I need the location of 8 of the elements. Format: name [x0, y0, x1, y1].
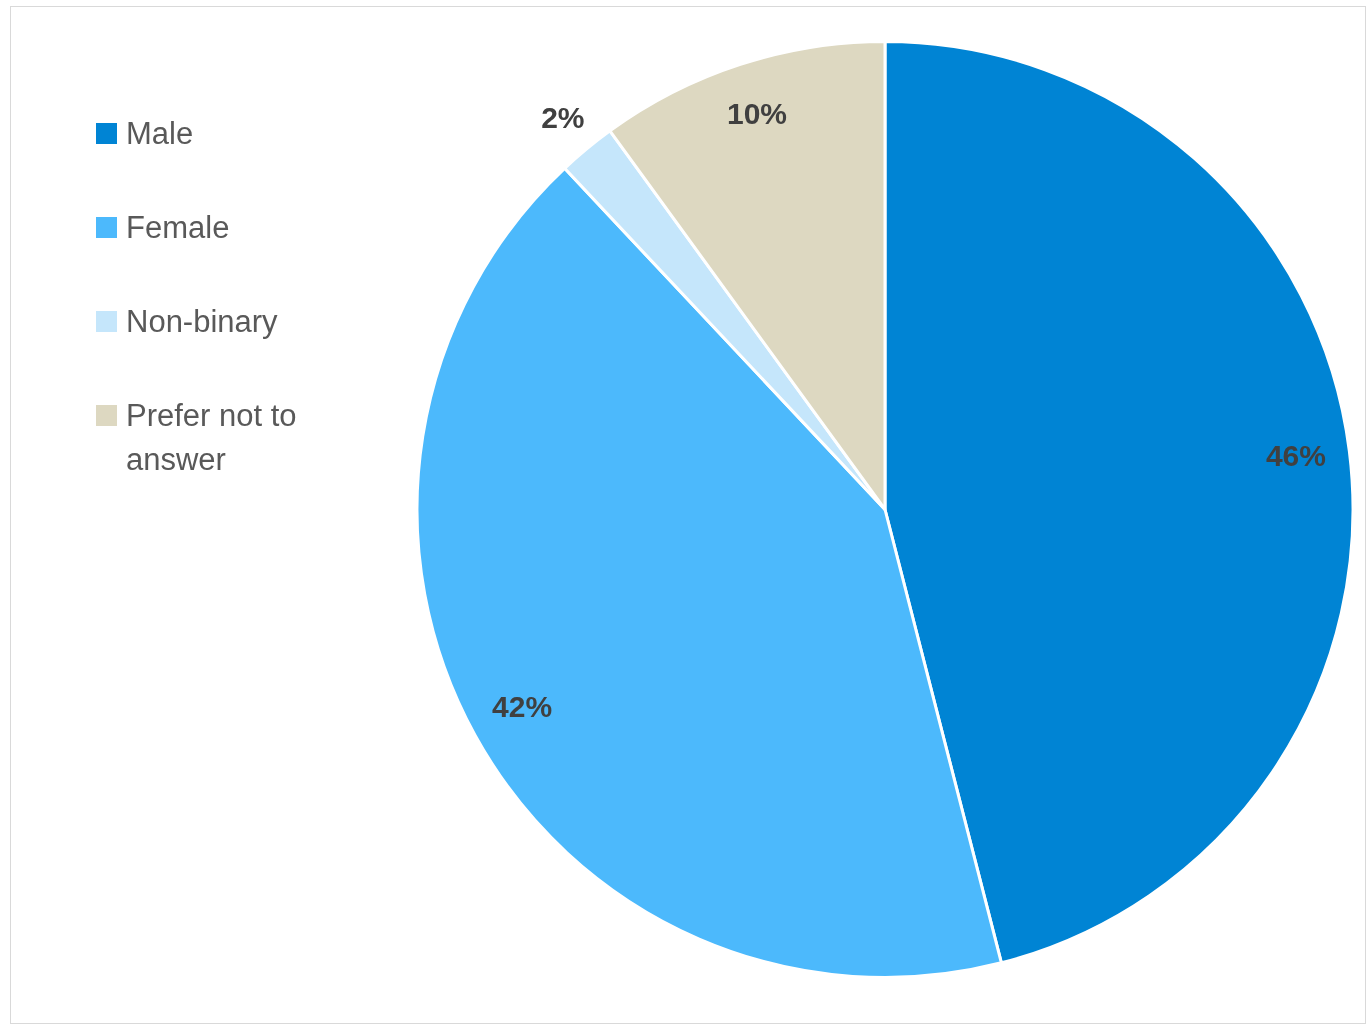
data-label: 10%	[726, 96, 788, 130]
data-label: 46%	[1265, 438, 1326, 472]
legend-label: Female	[126, 209, 230, 247]
legend-label: Non-binary	[126, 303, 278, 341]
legend-label: Male	[126, 115, 194, 153]
legend-label: Prefer not to answer	[126, 397, 298, 479]
data-label: 2%	[541, 101, 585, 135]
data-label: 42%	[492, 690, 553, 724]
